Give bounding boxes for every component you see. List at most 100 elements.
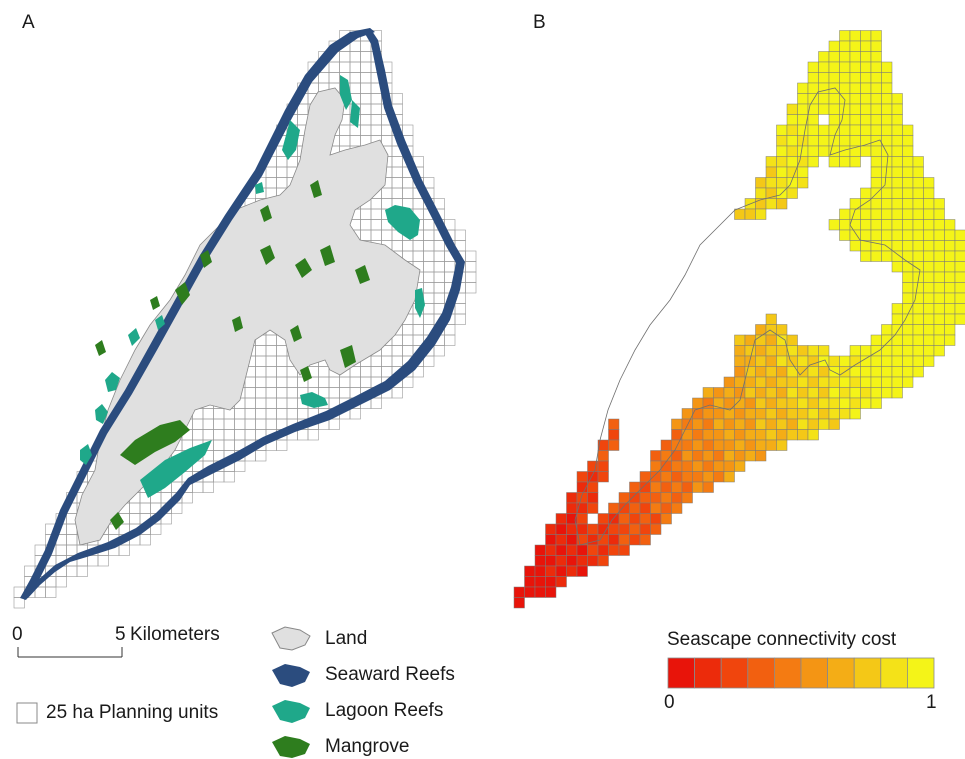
- planning-unit-cell: [339, 376, 351, 388]
- connectivity-cost-cell: [902, 292, 914, 304]
- connectivity-cost-cell: [786, 418, 798, 430]
- planning-unit-cell: [97, 555, 109, 567]
- connectivity-cost-cell: [860, 93, 872, 105]
- connectivity-cost-cell: [881, 114, 893, 126]
- connectivity-cost-cell: [870, 135, 882, 147]
- planning-unit-cell: [370, 229, 382, 241]
- connectivity-cost-cell: [954, 292, 965, 304]
- connectivity-cost-cell: [870, 156, 882, 168]
- connectivity-cost-cell: [902, 271, 914, 283]
- connectivity-cost-cell: [891, 229, 903, 241]
- planning-unit-cell: [150, 523, 162, 535]
- planning-unit-cell: [412, 240, 424, 252]
- planning-unit-cell: [202, 418, 214, 430]
- connectivity-cost-cell: [650, 481, 662, 493]
- connectivity-cost-cell: [870, 177, 882, 189]
- connectivity-cost-cell: [660, 513, 672, 525]
- planning-unit-cell: [454, 303, 466, 315]
- connectivity-cost-cell: [639, 471, 651, 483]
- connectivity-cost-cell: [881, 72, 893, 84]
- planning-unit-cell: [318, 376, 330, 388]
- connectivity-cost-cell: [849, 103, 861, 115]
- connectivity-cost-cell: [870, 103, 882, 115]
- connectivity-cost-cell: [818, 93, 830, 105]
- connectivity-cost-cell: [860, 114, 872, 126]
- connectivity-cost-cell: [891, 208, 903, 220]
- connectivity-cost-cell: [860, 61, 872, 73]
- connectivity-cost-cell: [776, 366, 788, 378]
- connectivity-cost-cell: [587, 471, 599, 483]
- connectivity-cost-cell: [923, 355, 935, 367]
- connectivity-cost-cell: [702, 460, 714, 472]
- connectivity-cost-cell: [786, 166, 798, 178]
- planning-unit-cell: [276, 439, 288, 451]
- planning-unit-cell: [454, 313, 466, 325]
- land-area: [74, 87, 421, 546]
- planning-unit-cell: [276, 166, 288, 178]
- connectivity-cost-cell: [744, 397, 756, 409]
- connectivity-cost-cell: [713, 460, 725, 472]
- connectivity-cost-cell: [765, 345, 777, 357]
- connectivity-cost-cell: [902, 282, 914, 294]
- connectivity-cost-cell: [933, 271, 945, 283]
- connectivity-cost-cell: [576, 565, 588, 577]
- planning-unit-cell: [244, 418, 256, 430]
- connectivity-cost-cell: [923, 229, 935, 241]
- connectivity-cost-cell: [860, 124, 872, 136]
- connectivity-cost-cell: [765, 355, 777, 367]
- connectivity-cost-cell: [860, 229, 872, 241]
- connectivity-cost-cell: [902, 177, 914, 189]
- connectivity-cost-cell: [849, 124, 861, 136]
- planning-unit-cell: [328, 72, 340, 84]
- connectivity-cost-cell: [639, 502, 651, 514]
- connectivity-cost-cell: [881, 229, 893, 241]
- planning-unit-cell: [423, 240, 435, 252]
- connectivity-cost-cell: [807, 156, 819, 168]
- connectivity-cost-cell: [954, 261, 965, 273]
- connectivity-cost-cell: [891, 219, 903, 231]
- legend-land-label: Land: [325, 628, 368, 649]
- connectivity-cost-cell: [734, 418, 746, 430]
- connectivity-cost-cell: [797, 103, 809, 115]
- legend-seaward-reefs-label: Seaward Reefs: [325, 664, 455, 685]
- planning-unit-cell: [76, 565, 88, 577]
- connectivity-cost-cell: [933, 208, 945, 220]
- connectivity-cost-cell: [797, 124, 809, 136]
- planning-unit-cell: [360, 219, 372, 231]
- connectivity-cost-cell: [891, 250, 903, 262]
- connectivity-cost-cell: [902, 198, 914, 210]
- connectivity-cost-cell: [597, 513, 609, 525]
- connectivity-cost-cell: [807, 145, 819, 157]
- connectivity-cost-cell: [818, 387, 830, 399]
- planning-unit-cell: [202, 408, 214, 420]
- connectivity-cost-cell: [723, 429, 735, 441]
- planning-unit-cell: [213, 418, 225, 430]
- connectivity-cost-cell: [681, 429, 693, 441]
- planning-unit-cell: [276, 345, 288, 357]
- connectivity-cost-cell: [566, 534, 578, 546]
- connectivity-cost-cell: [839, 229, 851, 241]
- connectivity-cost-cell: [912, 219, 924, 231]
- connectivity-cost-cell: [786, 366, 798, 378]
- planning-unit-cell: [276, 156, 288, 168]
- connectivity-cost-cell: [555, 576, 567, 588]
- connectivity-cost-cell: [660, 450, 672, 462]
- planning-unit-cell: [13, 597, 25, 609]
- planning-unit-cell: [286, 408, 298, 420]
- connectivity-cost-cell: [818, 124, 830, 136]
- connectivity-cost-cell: [881, 324, 893, 336]
- connectivity-cost-cell: [765, 439, 777, 451]
- planning-unit-cell: [360, 40, 372, 52]
- connectivity-cost-cell: [944, 334, 956, 346]
- connectivity-cost-cell: [513, 586, 525, 598]
- connectivity-cost-cell: [912, 345, 924, 357]
- connectivity-cost-cell: [839, 208, 851, 220]
- colorbar-swatch: [907, 657, 935, 689]
- connectivity-cost-cell: [923, 313, 935, 325]
- connectivity-cost-cell: [639, 513, 651, 525]
- connectivity-cost-cell: [881, 366, 893, 378]
- connectivity-cost-cell: [681, 418, 693, 430]
- connectivity-cost-cell: [923, 282, 935, 294]
- planning-unit-cell: [444, 261, 456, 273]
- connectivity-cost-cell: [891, 303, 903, 315]
